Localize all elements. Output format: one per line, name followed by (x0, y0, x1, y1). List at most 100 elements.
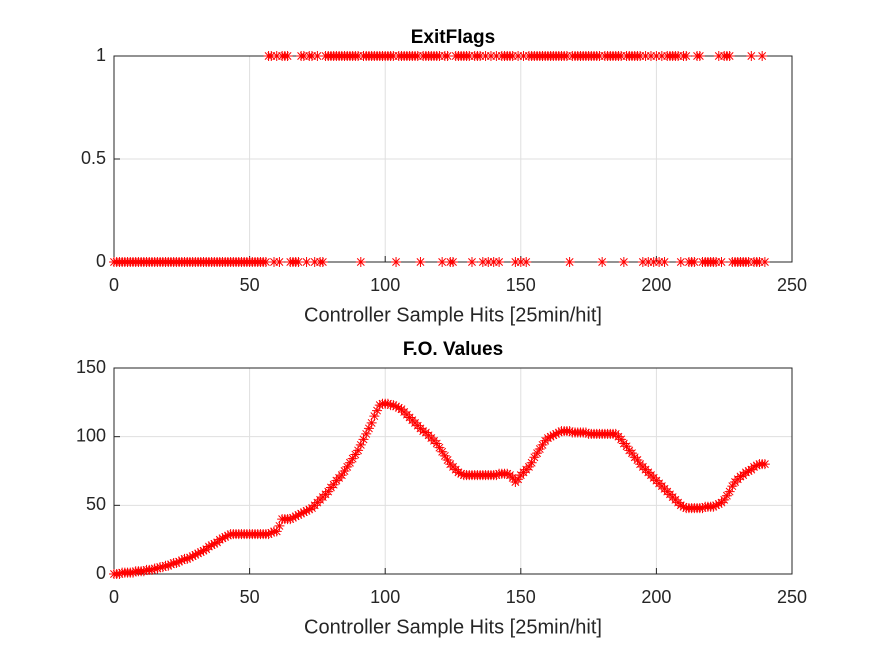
marker (491, 51, 502, 61)
marker (553, 427, 564, 438)
marker (285, 514, 296, 525)
marker (651, 51, 662, 61)
marker (363, 423, 374, 434)
marker (464, 51, 475, 61)
marker (532, 448, 543, 459)
marker (534, 444, 545, 455)
marker (724, 486, 735, 497)
marker (355, 257, 366, 267)
marker (640, 51, 651, 61)
y-tick-label: 150 (76, 357, 106, 377)
marker (477, 257, 488, 267)
x-tick-label: 200 (641, 587, 671, 607)
marker (220, 531, 231, 542)
marker (616, 51, 627, 61)
marker (298, 507, 309, 518)
marker (350, 449, 361, 460)
marker (418, 426, 429, 437)
chart-title: ExitFlags (411, 27, 495, 48)
marker (485, 51, 496, 61)
marker (513, 51, 524, 61)
marker (757, 51, 768, 61)
marker (298, 51, 309, 61)
marker (439, 450, 450, 461)
marker (328, 479, 339, 490)
marker (475, 51, 486, 61)
marker (290, 511, 301, 522)
marker (656, 51, 667, 61)
marker (157, 562, 168, 573)
marker (434, 442, 445, 453)
marker (190, 549, 201, 560)
marker (561, 51, 572, 61)
marker (415, 257, 426, 267)
marker (296, 508, 307, 519)
marker (269, 257, 280, 267)
x-axis-label: Controller Sample Hits [25min/hit] (304, 304, 602, 326)
marker (163, 560, 174, 571)
marker (626, 448, 637, 459)
marker (708, 501, 719, 512)
marker (456, 468, 467, 479)
marker (176, 555, 187, 566)
marker (146, 564, 157, 575)
marker (480, 51, 491, 61)
marker (616, 434, 627, 445)
marker (491, 470, 502, 481)
marker (301, 257, 312, 267)
marker (523, 461, 534, 472)
marker (637, 257, 648, 267)
marker (442, 455, 453, 466)
x-tick-label: 250 (777, 587, 807, 607)
marker (138, 566, 149, 577)
marker (214, 534, 225, 545)
chart-title: F.O. Values (403, 339, 503, 360)
marker (353, 51, 364, 61)
marker (675, 500, 686, 511)
marker (174, 556, 185, 567)
marker (488, 257, 499, 267)
marker (369, 411, 380, 422)
marker (448, 257, 458, 267)
marker (271, 51, 282, 61)
marker (388, 51, 399, 61)
marker (358, 434, 369, 445)
marker (222, 530, 233, 541)
marker (187, 551, 198, 562)
marker (339, 466, 350, 476)
marker (537, 439, 548, 450)
marker (580, 427, 591, 438)
x-axis-label: Controller Sample Hits [25min/hit] (304, 616, 602, 638)
marker (184, 552, 195, 563)
marker (759, 257, 770, 267)
marker (645, 51, 656, 61)
marker (521, 257, 532, 267)
marker (743, 466, 754, 476)
marker (542, 433, 553, 444)
marker (114, 569, 125, 579)
marker (675, 257, 686, 267)
y-tick-label: 100 (76, 425, 106, 445)
marker (510, 257, 521, 267)
marker (361, 428, 372, 439)
x-tick-label: 50 (240, 587, 260, 607)
marker (564, 426, 575, 437)
marker (689, 257, 700, 267)
marker (353, 445, 364, 456)
x-tick-label: 0 (109, 587, 119, 607)
axes-frame (113, 367, 793, 575)
marker (195, 547, 206, 558)
x-tick-label: 100 (370, 587, 400, 607)
marker (618, 257, 629, 267)
marker (621, 441, 632, 452)
marker (632, 455, 643, 466)
marker (301, 505, 312, 516)
marker (466, 257, 477, 267)
x-tick-label: 0 (109, 275, 119, 295)
marker (366, 417, 377, 428)
marker (347, 453, 358, 464)
marker (648, 257, 659, 267)
marker (198, 545, 209, 556)
marker (274, 520, 285, 531)
